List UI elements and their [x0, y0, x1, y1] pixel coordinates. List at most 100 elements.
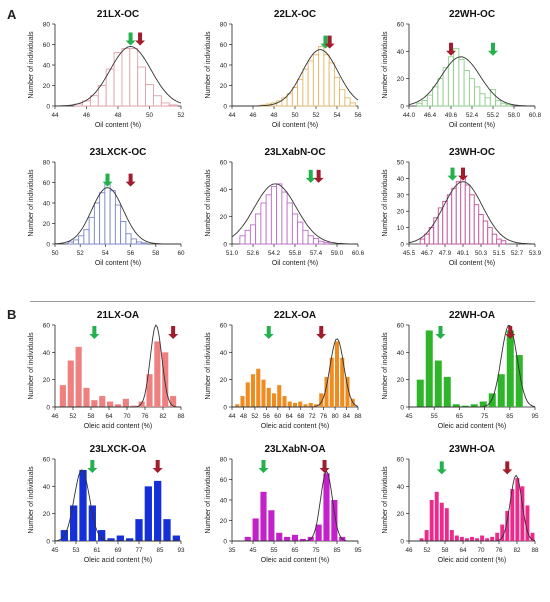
histogram-bar — [297, 78, 304, 107]
x-axis-label: Oleic acid content (%) — [84, 423, 152, 430]
normal-fit-curve — [232, 338, 359, 408]
x-tick-label: 46 — [249, 112, 257, 119]
histogram-bar — [244, 536, 251, 541]
y-tick-label: 20 — [397, 76, 405, 83]
histogram-bar — [340, 357, 345, 407]
histogram-bar — [419, 538, 424, 541]
histogram-bar — [505, 510, 510, 541]
x-tick-label: 80 — [332, 413, 340, 420]
histogram-bar — [302, 68, 309, 107]
histogram-bar — [488, 393, 496, 407]
x-tick-label: 82 — [159, 413, 167, 420]
x-tick-label: 48 — [114, 112, 122, 119]
histogram-bar — [421, 100, 428, 107]
histogram-bar — [328, 62, 335, 107]
normal-fit-curve — [55, 46, 182, 107]
histogram-bar — [426, 94, 434, 107]
panel-letter-b: B — [7, 307, 17, 322]
histogram-bar — [303, 404, 308, 407]
histogram-bar — [244, 229, 251, 245]
y-tick-label: 0 — [223, 242, 227, 249]
x-axis-label: Oleic acid content (%) — [438, 423, 506, 430]
histogram-bar — [276, 183, 283, 245]
histogram-bar — [109, 190, 116, 245]
histogram-bar — [250, 374, 256, 407]
section-divider — [30, 301, 535, 302]
y-tick-label: 40 — [397, 49, 405, 56]
histogram-bar — [470, 404, 478, 407]
histogram-bar — [500, 524, 505, 541]
histogram-bar — [491, 233, 498, 245]
histogram-bar — [432, 86, 439, 107]
histogram-bar — [520, 486, 525, 541]
chart-title: 21LX-OC — [97, 9, 139, 20]
histogram-bar — [107, 538, 115, 541]
y-tick-label: 40 — [220, 63, 228, 70]
normal-fit-curve — [232, 49, 359, 107]
x-tick-label: 64 — [459, 547, 467, 554]
red-arrow-icon — [458, 167, 468, 181]
histogram-bar — [331, 500, 338, 541]
x-tick-label: 60.8 — [529, 112, 542, 119]
red-arrow-icon — [125, 173, 136, 187]
y-tick-label: 40 — [397, 350, 405, 357]
histogram-bar — [160, 102, 170, 107]
normal-fit-curve — [231, 183, 358, 245]
histogram-bar — [276, 532, 283, 541]
y-axis-label: Number of individuals — [205, 332, 212, 400]
y-tick-label: 40 — [220, 187, 228, 194]
x-tick-label: 95 — [354, 547, 362, 554]
y-tick-label: 0 — [400, 539, 404, 546]
y-tick-label: 0 — [46, 539, 50, 546]
chart-title: 23WH-OA — [449, 444, 495, 455]
histogram-bar — [442, 67, 449, 107]
histogram-bar — [479, 401, 487, 407]
y-tick-label: 60 — [397, 457, 405, 464]
red-arrow-icon — [168, 326, 179, 339]
y-tick-label: 20 — [397, 511, 405, 518]
histogram-bar — [114, 404, 122, 407]
x-tick-label: 52 — [177, 112, 185, 119]
histogram-bar — [443, 376, 451, 407]
histogram-bar — [265, 194, 272, 245]
x-tick-label: 60 — [274, 413, 282, 420]
normal-fit-curve — [408, 56, 535, 107]
histogram-bar — [434, 360, 442, 407]
histogram-bar — [495, 532, 500, 541]
histogram-bar — [116, 535, 124, 541]
y-axis-label: Number of individuals — [28, 332, 35, 400]
histogram-bar — [478, 214, 484, 245]
y-tick-label: 20 — [220, 518, 228, 525]
histogram-bar — [129, 48, 139, 107]
y-tick-label: 80 — [43, 22, 51, 29]
histogram-bar — [442, 200, 448, 245]
red-arrow-icon — [316, 326, 327, 339]
histogram-bar — [291, 87, 299, 107]
x-tick-label: 50 — [291, 112, 299, 119]
histogram-bar — [72, 239, 80, 245]
x-tick-label: 50 — [146, 112, 154, 119]
red-arrow-icon — [319, 460, 330, 473]
chart-title: 22WH-OA — [449, 310, 495, 321]
x-tick-label: 52 — [312, 112, 320, 119]
x-tick-label: 76 — [320, 413, 328, 420]
histogram-bar — [88, 216, 95, 245]
x-tick-label: 54 — [102, 250, 110, 257]
histogram-bar — [286, 202, 293, 245]
histogram-bar — [424, 530, 429, 541]
x-axis-label: Oil content (%) — [95, 122, 141, 129]
histogram-bar — [79, 469, 87, 541]
x-tick-label: 75 — [481, 413, 489, 420]
x-tick-label: 88 — [531, 547, 539, 554]
histogram-bar — [114, 204, 122, 245]
red-arrow-icon — [135, 32, 146, 46]
histogram-bar — [252, 518, 259, 541]
histogram-bar — [107, 401, 114, 407]
y-tick-label: 60 — [220, 42, 228, 49]
y-tick-label: 60 — [43, 323, 51, 330]
y-tick-label: 40 — [43, 350, 51, 357]
histogram-bar — [510, 489, 515, 541]
histogram-bar — [470, 536, 474, 541]
histogram-bar — [281, 97, 288, 107]
